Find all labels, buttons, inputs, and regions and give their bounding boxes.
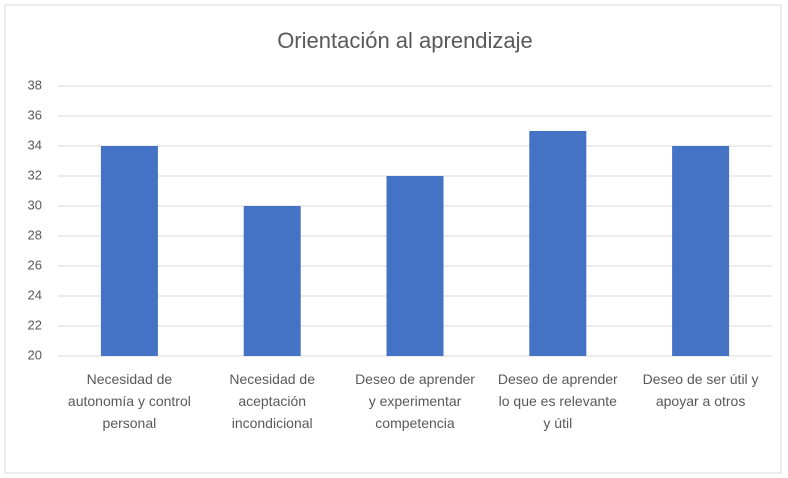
x-tick-label: Deseo de aprender lo que es relevante y … (497, 371, 618, 431)
y-tick-label: 36 (28, 107, 42, 122)
bar (529, 131, 587, 356)
bar (100, 146, 158, 356)
chart-title: Orientación al aprendizaje (277, 28, 533, 53)
y-tick-label: 22 (28, 317, 42, 332)
y-tick-label: 32 (28, 167, 42, 182)
y-tick-label: 30 (28, 197, 42, 212)
y-tick-label: 38 (28, 77, 42, 92)
y-tick-label: 20 (28, 347, 42, 362)
bar (243, 206, 301, 356)
bar (386, 176, 444, 356)
x-tick-label: Deseo de aprender y experimentar compete… (355, 371, 475, 431)
x-tick-label: Deseo de ser útil y apoyar a otros (642, 371, 759, 409)
y-tick-label: 24 (28, 287, 42, 302)
y-tick-label: 34 (28, 137, 42, 152)
y-tick-label: 28 (28, 227, 42, 242)
y-tick-label: 26 (28, 257, 42, 272)
bar (672, 146, 730, 356)
x-tick-label: Necesidad de autonomía y control persona… (67, 371, 191, 431)
x-tick-label: Necesidad de aceptación incondicional (229, 371, 315, 431)
